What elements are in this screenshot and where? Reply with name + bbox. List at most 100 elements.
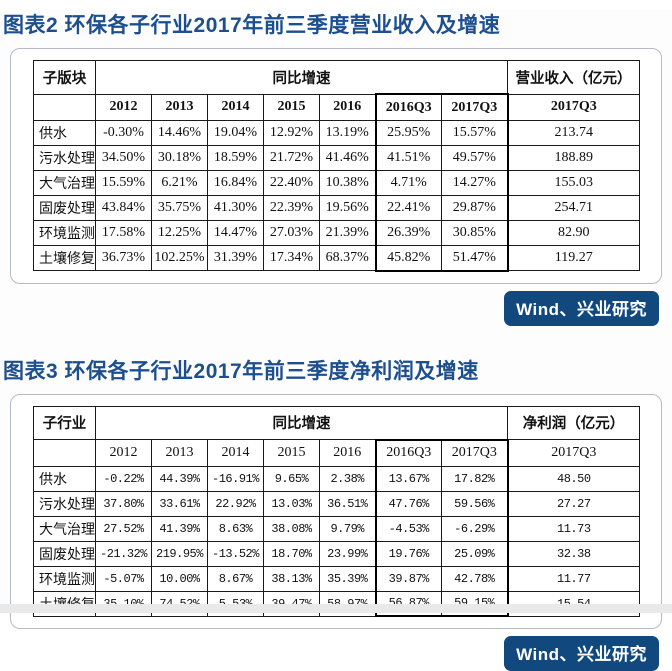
year-header: 2014 — [208, 94, 264, 121]
growth-cell: 51.47% — [442, 246, 508, 271]
figure2-source-badge: Wind、兴业研究 — [504, 291, 659, 326]
report-page: 图表2 环保各子行业2017年前三季度营业收入及增速 子版块同比增速营业收入（亿… — [0, 9, 672, 613]
growth-cell: 23.99% — [320, 541, 376, 566]
year-header: 2017Q3 — [442, 94, 508, 121]
growth-cell: 25.95% — [376, 121, 442, 146]
corner-spacer — [34, 94, 96, 121]
figure2-section: 图表2 环保各子行业2017年前三季度营业收入及增速 子版块同比增速营业收入（亿… — [0, 9, 672, 326]
growth-cell: 12.92% — [264, 121, 320, 146]
row-label: 环境监测 — [34, 221, 96, 246]
growth-cell: 35.75% — [152, 196, 208, 221]
growth-cell: 19.76% — [376, 541, 442, 566]
amount-cell: 213.74 — [508, 121, 640, 146]
value-header: 营业收入（亿元） — [508, 61, 640, 95]
corner-header: 子版块 — [34, 61, 96, 95]
growth-cell: 15.57% — [442, 121, 508, 146]
year-header: 2016Q3 — [376, 440, 442, 467]
growth-cell: 102.25% — [152, 246, 208, 271]
table-row: 供水-0.22%44.39%-16.91%9.65%2.38%13.67%17.… — [34, 466, 640, 491]
growth-cell: 4.71% — [376, 171, 442, 196]
growth-cell: 17.34% — [264, 246, 320, 271]
growth-cell: 6.21% — [152, 171, 208, 196]
growth-cell: 219.95% — [152, 541, 208, 566]
section-gap — [0, 326, 672, 346]
growth-cell: 68.37% — [320, 246, 376, 271]
growth-cell: 14.27% — [442, 171, 508, 196]
growth-cell: 27.03% — [264, 221, 320, 246]
amount-cell: 11.73 — [508, 516, 640, 541]
growth-cell: 41.30% — [208, 196, 264, 221]
growth-cell: 45.82% — [376, 246, 442, 271]
growth-cell: 19.56% — [320, 196, 376, 221]
growth-cell: 39.87% — [376, 566, 442, 591]
growth-cell: 2.38% — [320, 466, 376, 491]
growth-cell: 44.39% — [152, 466, 208, 491]
growth-cell: -0.22% — [96, 466, 152, 491]
row-label: 大气治理 — [34, 516, 96, 541]
row-label: 环境监测 — [34, 566, 96, 591]
year-header: 2016 — [320, 440, 376, 467]
row-label: 供水 — [34, 466, 96, 491]
year-header: 2015 — [264, 440, 320, 467]
page-bottom-edge — [0, 604, 672, 613]
growth-cell: 17.82% — [442, 466, 508, 491]
growth-cell: 8.63% — [208, 516, 264, 541]
group-header: 同比增速 — [96, 61, 508, 95]
amount-cell: 27.27 — [508, 491, 640, 516]
growth-cell: -16.91% — [208, 466, 264, 491]
year-header: 2016Q3 — [376, 94, 442, 121]
growth-cell: 22.39% — [264, 196, 320, 221]
growth-cell: 59.56% — [442, 491, 508, 516]
group-header: 同比增速 — [96, 406, 508, 440]
growth-cell: 26.39% — [376, 221, 442, 246]
year-header: 2015 — [264, 94, 320, 121]
growth-cell: 10.00% — [152, 566, 208, 591]
value-sub-header: 2017Q3 — [508, 440, 640, 467]
growth-cell: 27.52% — [96, 516, 152, 541]
growth-cell: 42.78% — [442, 566, 508, 591]
table-row: 环境监测-5.07%10.00%8.67%38.13%35.39%39.87%4… — [34, 566, 640, 591]
year-header: 2017Q3 — [442, 440, 508, 467]
growth-cell: 15.59% — [96, 171, 152, 196]
figure3-section: 图表3 环保各子行业2017年前三季度净利润及增速 子行业同比增速净利润（亿元）… — [0, 355, 672, 671]
growth-cell: 13.19% — [320, 121, 376, 146]
growth-cell: 18.59% — [208, 146, 264, 171]
growth-cell: 22.41% — [376, 196, 442, 221]
year-header: 2012 — [96, 94, 152, 121]
corner-spacer — [34, 440, 96, 467]
growth-cell: -6.29% — [442, 516, 508, 541]
growth-cell: 37.80% — [96, 491, 152, 516]
growth-cell: 35.39% — [320, 566, 376, 591]
figure3-source-badge: Wind、兴业研究 — [504, 636, 659, 671]
growth-cell: -5.07% — [96, 566, 152, 591]
growth-cell: 22.92% — [208, 491, 264, 516]
amount-cell: 32.38 — [508, 541, 640, 566]
growth-cell: 8.67% — [208, 566, 264, 591]
figure2-title: 图表2 环保各子行业2017年前三季度营业收入及增速 — [3, 9, 668, 39]
amount-cell: 254.71 — [508, 196, 640, 221]
amount-cell: 155.03 — [508, 171, 640, 196]
figure3-title: 图表3 环保各子行业2017年前三季度净利润及增速 — [3, 355, 668, 385]
year-header: 2013 — [152, 440, 208, 467]
growth-cell: 16.84% — [208, 171, 264, 196]
growth-cell: 36.73% — [96, 246, 152, 271]
growth-cell: 9.79% — [320, 516, 376, 541]
growth-cell: 21.72% — [264, 146, 320, 171]
growth-cell: 41.39% — [152, 516, 208, 541]
amount-cell: 188.89 — [508, 146, 640, 171]
growth-cell: 22.40% — [264, 171, 320, 196]
growth-cell: 19.04% — [208, 121, 264, 146]
year-header: 2013 — [152, 94, 208, 121]
growth-cell: 33.61% — [152, 491, 208, 516]
row-label: 固废处理 — [34, 541, 96, 566]
row-label: 土壤修复 — [34, 246, 96, 271]
growth-cell: 29.87% — [442, 196, 508, 221]
amount-cell: 119.27 — [508, 246, 640, 271]
value-header: 净利润（亿元） — [508, 406, 640, 440]
growth-cell: 31.39% — [208, 246, 264, 271]
